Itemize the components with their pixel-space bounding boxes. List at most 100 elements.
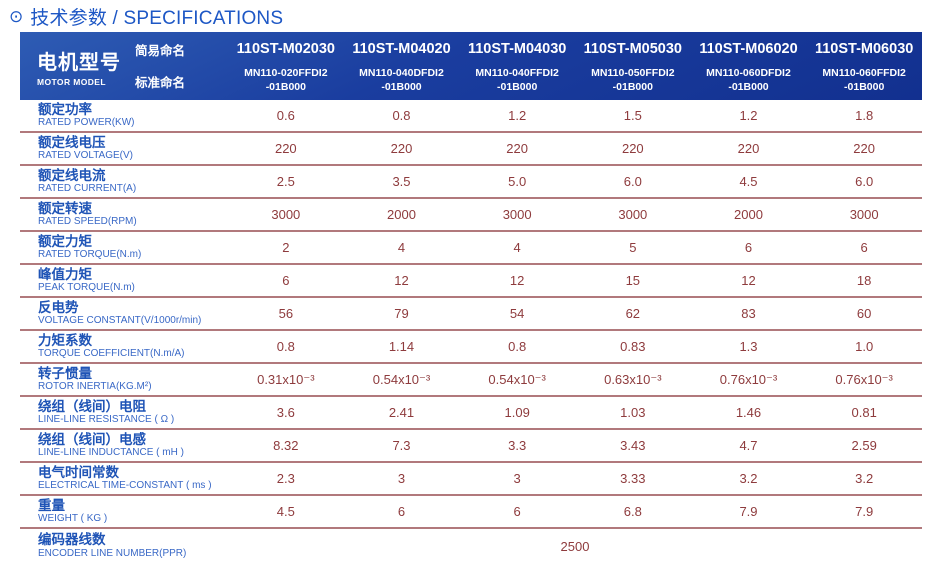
row-label-en: LINE-LINE RESISTANCE ( Ω ) [38, 414, 175, 426]
row-label: 重量 WEIGHT ( KG ) [20, 498, 228, 526]
row-label: 转子惯量 ROTOR INERTIA(KG.M²) [20, 366, 228, 394]
value-cell: 220 [390, 141, 413, 156]
row-label-en: ROTOR INERTIA(KG.M²) [38, 381, 152, 393]
value-cell: 6 [282, 273, 290, 288]
table-row: 转子惯量 ROTOR INERTIA(KG.M²) 0.31x10⁻³ 0.54x10… [20, 364, 922, 397]
row-label: 编码器线数 ENCODER LINE NUMBER(PPR) [20, 532, 228, 560]
column-standard-name: MN110-020FFDI2 -01B000 [228, 67, 344, 94]
page-title: 技术参数 / SPECIFICATIONS [30, 8, 284, 29]
value-cell: 7.3 [392, 438, 411, 453]
table-row: 绕组（线间）电感 LINE-LINE INDUCTANCE ( mH ) 8.32 7… [20, 430, 922, 463]
row-label: 额定转速 RATED SPEED(RPM) [20, 201, 228, 229]
circled-dot-icon: ⊙ [9, 7, 24, 26]
column-simple-name: 110ST-M06030 [814, 41, 914, 57]
row-label-zh: 峰值力矩 [38, 266, 92, 282]
row-label-en: LINE-LINE INDUCTANCE ( mH ) [38, 447, 184, 459]
table-row: 额定功率 RATED POWER(KW) 0.6 0.8 1.2 1.5 1.2 1.8 [20, 100, 922, 133]
value-cell: 18 [856, 273, 872, 288]
value-cell: 56 [278, 306, 294, 321]
row-label: 额定功率 RATED POWER(KW) [20, 102, 228, 130]
column-standard-name: MN110-050FFDI2 -01B000 [575, 67, 691, 94]
column-standard-name: MN110-060DFDI2 -01B000 [691, 67, 807, 94]
value-cell: 6 [860, 240, 868, 255]
value-cell: 4.5 [739, 174, 758, 189]
row-label-zh: 额定力矩 [38, 233, 92, 249]
value-cell: 3000 [271, 207, 301, 222]
value-cell: 1.2 [508, 108, 527, 123]
header-columns-area: 简易命名 110ST-M02030 110ST-M04020 110ST-M0403… [115, 32, 922, 100]
table-header: 电机型号 MOTOR MODEL 简易命名 110ST-M02030 110ST-… [20, 32, 922, 100]
row-label: 电气时间常数 ELECTRICAL TIME-CONSTANT ( ms ) [20, 465, 228, 493]
row-label-en: RATED VOLTAGE(V) [38, 150, 134, 162]
row-label-zh: 绕组（线间）电阻 [38, 398, 146, 414]
column-simple-name: 110ST-M02030 [236, 41, 335, 57]
table-row: 峰值力矩 PEAK TORQUE(N.m) 6 12 12 15 12 18 [20, 265, 922, 298]
value-cell: 6.0 [623, 174, 642, 189]
value-cell: 6 [513, 504, 521, 519]
row-label: 额定线电流 RATED CURRENT(A) [20, 168, 228, 196]
simple-name-header-row: 简易命名 110ST-M02030 110ST-M04020 110ST-M0403… [115, 36, 922, 62]
section-title-bar: ⊙ 技术参数 / SPECIFICATIONS [0, 0, 943, 32]
value-cell: 15 [625, 273, 641, 288]
standard-name-line: -01B000 [265, 81, 306, 93]
table-row: 力矩系数 TORQUE COEFFICIENT(N.m/A) 0.8 1.14 0.8 0… [20, 331, 922, 364]
simple-name-label: 简易命名 [135, 43, 186, 58]
value-cell: 3.2 [739, 471, 758, 486]
standard-name-line: MN110-050FFDI2 [591, 67, 675, 80]
standard-name-line: MN110-060DFDI2 [706, 67, 791, 80]
standard-name-line: MN110-020FFDI2 [244, 67, 328, 80]
standard-name-line: MN110-040DFDI2 [359, 67, 444, 80]
value-cell: 3000 [502, 207, 532, 222]
column-simple-name: 110ST-M05030 [583, 41, 682, 57]
value-cell: 6 [744, 240, 753, 255]
row-label-zh: 力矩系数 [38, 332, 92, 348]
row-label-zh: 反电势 [38, 299, 79, 315]
row-label-zh: 转子惯量 [38, 365, 92, 381]
value-cell: 3000 [849, 207, 879, 222]
value-cell: 220 [506, 141, 528, 156]
value-cell: 83 [741, 306, 756, 321]
value-cell: 60 [856, 306, 872, 321]
value-cell: 12 [509, 273, 525, 288]
row-label-en: RATED CURRENT(A) [38, 183, 137, 195]
value-cell: 0.8 [508, 339, 527, 354]
table-row: 额定线电流 RATED CURRENT(A) 2.5 3.5 5.0 6.0 4.5 6.0 [20, 166, 922, 199]
value-cell: 0.63x10⁻³ [604, 371, 662, 387]
value-cell: 220 [853, 141, 875, 156]
standard-name-header-row: 标准命名 MN110-020FFDI2 -01B000 MN110-040DFDI2… [115, 62, 922, 100]
value-cell: 79 [394, 306, 409, 321]
value-cell: 3.43 [620, 438, 646, 453]
value-cell: 3.33 [620, 471, 646, 486]
motor-model-label-en: MOTOR MODEL [37, 76, 106, 87]
standard-name-label: 标准命名 [135, 75, 186, 90]
value-cell: 1.14 [388, 339, 415, 354]
value-cell: 7.9 [739, 504, 758, 519]
value-cell: 2.41 [388, 405, 415, 420]
value-cell: 4 [513, 240, 521, 255]
value-cell: 54 [509, 306, 525, 321]
value-cell-span: 2500 [560, 538, 590, 554]
row-label-zh: 绕组（线间）电感 [38, 431, 146, 447]
motor-model-header-cell: 电机型号 MOTOR MODEL [20, 32, 120, 100]
row-label-en: WEIGHT ( KG ) [38, 513, 108, 525]
value-cell: 0.31x10⁻³ [257, 371, 315, 387]
column-simple-name: 110ST-M04020 [352, 41, 451, 57]
value-cell: 3 [397, 471, 406, 486]
value-cell: 6 [397, 504, 406, 519]
value-cell: 12 [394, 273, 409, 288]
value-cell: 0.54x10⁻³ [372, 371, 431, 387]
value-cell: 0.76x10⁻³ [835, 371, 893, 387]
table-row: 绕组（线间）电阻 LINE-LINE RESISTANCE ( Ω ) 3.6 2.4… [20, 397, 922, 430]
value-cell: 1.0 [855, 339, 874, 354]
value-cell: 6.8 [623, 504, 642, 519]
table-body: 额定功率 RATED POWER(KW) 0.6 0.8 1.2 1.5 1.2 1.8 额定线… [20, 100, 922, 563]
value-cell: 62 [625, 306, 641, 321]
row-label-en: TORQUE COEFFICIENT(N.m/A) [38, 348, 185, 360]
value-cell: 220 [621, 141, 644, 156]
value-cell: 8.32 [273, 438, 299, 453]
value-cell: 12 [741, 273, 756, 288]
value-cell: 0.6 [276, 108, 295, 123]
value-cell: 0.8 [276, 339, 295, 354]
value-cell: 0.83 [620, 339, 646, 354]
column-standard-name: MN110-040DFDI2 -01B000 [344, 67, 460, 94]
